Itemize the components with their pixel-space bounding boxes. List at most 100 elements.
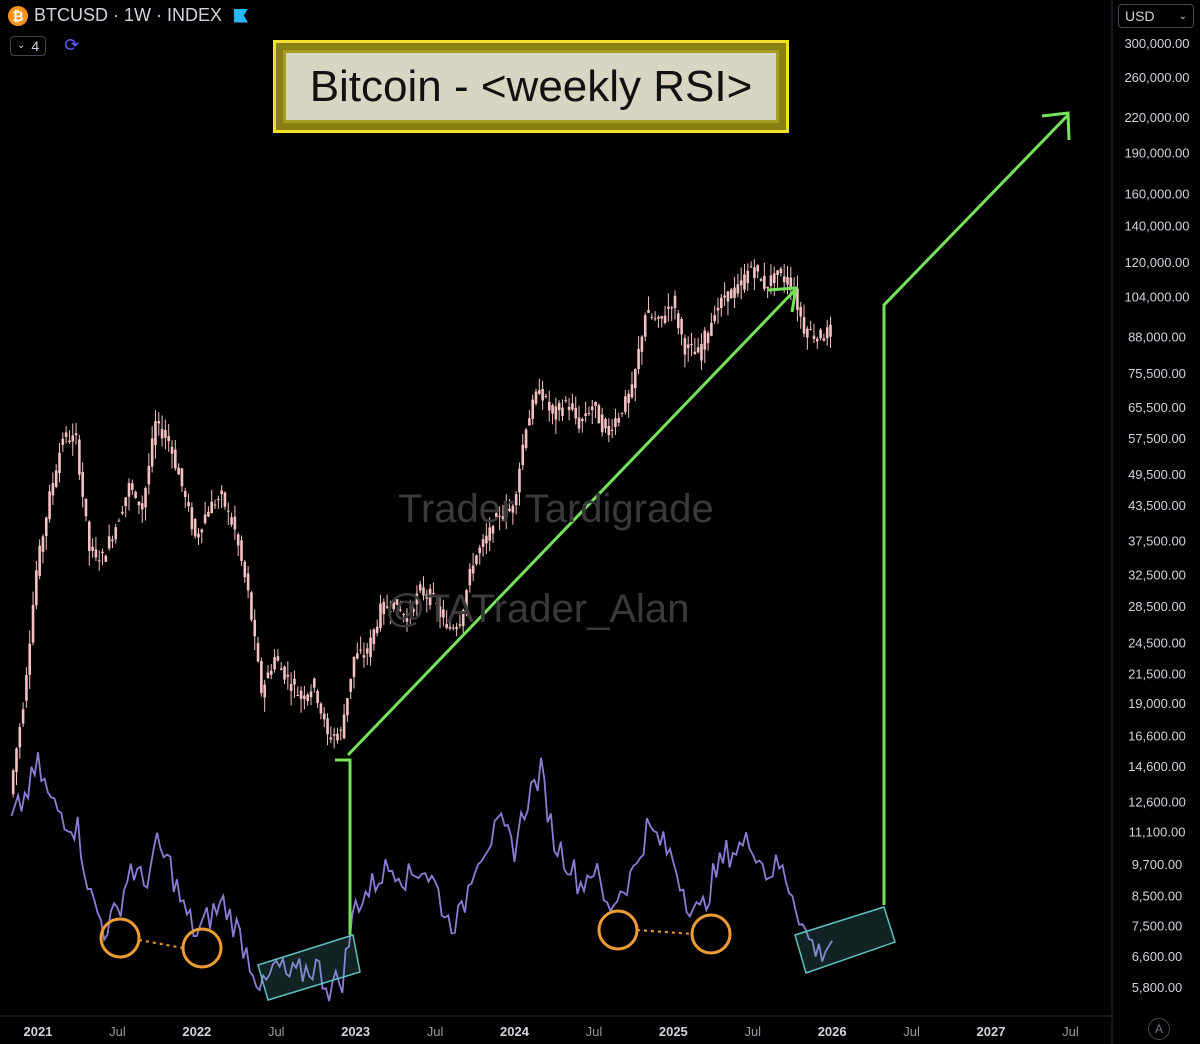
candle-body	[703, 330, 707, 350]
candle-body	[633, 369, 637, 389]
divergence-dotted-line	[636, 929, 693, 935]
candle-body	[127, 483, 131, 497]
candle-body	[84, 498, 88, 517]
rsi-low-circle	[690, 913, 732, 955]
candle-body	[74, 433, 78, 436]
price-tick-label: 28,500.00	[1128, 599, 1186, 614]
candle-body	[541, 388, 544, 401]
candle-body	[630, 384, 634, 398]
candle-body	[111, 539, 114, 542]
candle-body	[663, 315, 667, 323]
flag-icon[interactable]	[234, 8, 249, 23]
candle-body	[425, 594, 429, 599]
candle-body	[822, 338, 826, 341]
candle-body	[346, 698, 349, 716]
candle-body	[329, 737, 333, 740]
time-tick-label: Jul	[427, 1024, 444, 1039]
candle-body	[68, 440, 71, 443]
candle-body	[382, 601, 386, 615]
time-tick-label: Jul	[1062, 1024, 1079, 1039]
price-tick-label: 7,500.00	[1132, 919, 1183, 934]
candle-body	[207, 511, 210, 517]
candle-body	[369, 637, 372, 658]
time-tick-label: 2021	[24, 1024, 53, 1039]
candle-body	[531, 399, 534, 419]
candle-body	[107, 536, 111, 549]
candle-body	[313, 678, 316, 688]
time-tick-label: 2027	[977, 1024, 1006, 1039]
candle-body	[253, 619, 257, 637]
candle-body	[193, 519, 197, 537]
price-tick-label: 5,800.00	[1132, 980, 1183, 995]
candle-body	[812, 335, 816, 340]
candle-body	[64, 432, 68, 438]
candle-body	[160, 428, 164, 439]
candle-body	[87, 521, 91, 552]
candle-body	[753, 267, 756, 279]
candle-body	[577, 417, 581, 429]
candle-body	[372, 629, 376, 645]
symbol-header[interactable]: ₿ BTCUSD · 1W · INDEX	[8, 5, 249, 26]
rsi-line	[10, 752, 833, 1002]
bitcoin-logo-icon: ₿	[8, 5, 28, 26]
candle-body	[266, 672, 270, 679]
time-tick-label: Jul	[109, 1024, 126, 1039]
candle-body	[428, 588, 432, 605]
candle-body	[743, 274, 746, 290]
candle-body	[736, 284, 740, 294]
auto-scale-button[interactable]: A	[1148, 1018, 1170, 1040]
candle-body	[164, 430, 167, 438]
symbol-title: BTCUSD · 1W · INDEX	[34, 5, 223, 25]
candle-body	[567, 406, 571, 411]
candle-body	[44, 517, 48, 537]
candle-body	[706, 332, 710, 344]
candle-body	[187, 501, 190, 507]
arrow-projection-head	[1041, 111, 1071, 141]
arrow-uptrend-stem	[335, 758, 352, 935]
candle-body	[481, 539, 485, 547]
price-tick-label: 88,000.00	[1128, 329, 1186, 344]
candle-body	[488, 527, 491, 541]
sync-icon[interactable]: ⟳	[64, 35, 80, 55]
candle-body	[763, 275, 766, 289]
candle-body	[167, 436, 171, 442]
candle-body	[802, 317, 806, 334]
candle-body	[670, 307, 673, 309]
candle-body	[478, 547, 482, 554]
candle-body	[422, 587, 425, 596]
candle-body	[21, 709, 25, 724]
candle-body	[399, 609, 402, 611]
price-tick-label: 160,000.00	[1124, 186, 1189, 201]
rsi-low-circle	[597, 909, 639, 951]
price-tick-label: 65,500.00	[1128, 400, 1186, 415]
candle-body	[349, 678, 353, 692]
candle-body	[28, 643, 32, 675]
candle-body	[303, 695, 306, 700]
candle-body	[322, 713, 326, 720]
time-tick-label: 2024	[500, 1024, 530, 1039]
candle-body	[498, 515, 501, 517]
candle-body	[710, 322, 713, 336]
candle-body	[455, 626, 458, 630]
indicators-toggle-button[interactable]: ⌄ 4	[10, 35, 47, 56]
candle-body	[700, 344, 703, 361]
candle-body	[610, 429, 614, 431]
candle-body	[574, 407, 578, 419]
candle-body	[614, 418, 617, 428]
price-tick-label: 9,700.00	[1132, 857, 1183, 872]
candle-body	[140, 503, 144, 510]
candle-body	[640, 336, 644, 352]
price-tick-label: 220,000.00	[1124, 110, 1189, 125]
candle-body	[723, 295, 726, 298]
candle-body	[286, 674, 290, 677]
candle-body	[121, 511, 124, 514]
candle-body	[776, 270, 779, 276]
candle-body	[379, 603, 382, 629]
price-tick-label: 8,500.00	[1132, 889, 1183, 904]
candle-body	[104, 555, 108, 562]
currency-select[interactable]: USD ⌄	[1118, 4, 1194, 28]
candle-body	[392, 601, 396, 610]
indicator-row: ⌄ 4 ⟳	[10, 35, 79, 56]
candle-body	[829, 324, 832, 337]
